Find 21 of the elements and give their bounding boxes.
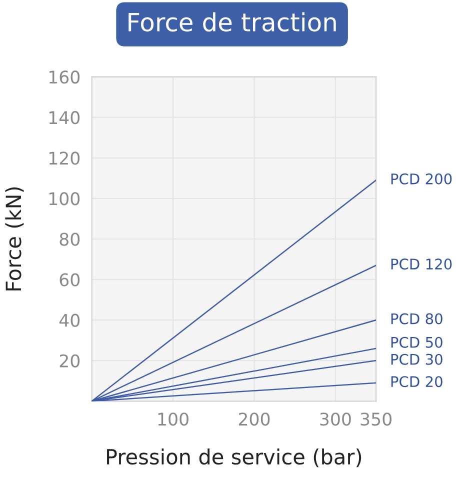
series-label: PCD 50 — [391, 336, 442, 348]
y-tick-label: 140 — [49, 111, 80, 124]
y-tick-label: 120 — [49, 152, 80, 165]
y-tick-label: 160 — [49, 70, 80, 84]
series-label: PCD 20 — [391, 376, 442, 388]
y-tick-label: 100 — [49, 192, 80, 206]
x-tick-label: 100 — [158, 412, 188, 426]
y-tick-label: 20 — [60, 354, 80, 368]
x-axis-title: Pression de service (bar) — [107, 448, 362, 468]
y-tick-label: 60 — [60, 273, 80, 286]
y-axis-title: Force (kN) — [5, 187, 24, 290]
x-tick-label: 350 — [360, 412, 392, 426]
y-tick-label: 80 — [60, 232, 80, 246]
x-tick-label: 300 — [320, 412, 351, 426]
series-label: PCD 200 — [391, 173, 452, 184]
series-label: PCD 30 — [391, 354, 442, 365]
x-tick-label: 200 — [238, 412, 270, 426]
y-tick-label: 40 — [59, 314, 80, 327]
series-label: PCD 120 — [391, 258, 452, 270]
series-label: PCD 80 — [391, 313, 442, 324]
chart-title: Force de traction — [128, 12, 336, 32]
